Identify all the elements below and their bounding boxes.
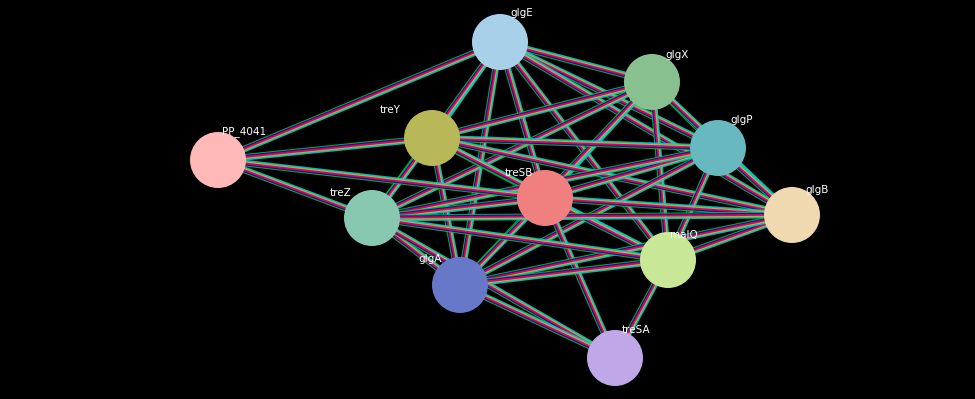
- Circle shape: [624, 54, 680, 110]
- Text: treSA: treSA: [622, 325, 650, 335]
- Text: treSB: treSB: [505, 168, 533, 178]
- Circle shape: [404, 110, 460, 166]
- Text: glgB: glgB: [805, 185, 829, 195]
- Text: glgE: glgE: [510, 8, 532, 18]
- Circle shape: [432, 257, 488, 313]
- Text: glgP: glgP: [730, 115, 753, 125]
- Text: malQ: malQ: [670, 230, 698, 240]
- Circle shape: [690, 120, 746, 176]
- Circle shape: [190, 132, 246, 188]
- Text: glgA: glgA: [418, 254, 442, 264]
- Circle shape: [587, 330, 643, 386]
- Circle shape: [764, 187, 820, 243]
- Circle shape: [517, 170, 573, 226]
- Text: treY: treY: [380, 105, 401, 115]
- Circle shape: [344, 190, 400, 246]
- Text: treZ: treZ: [330, 188, 352, 198]
- Circle shape: [472, 14, 528, 70]
- Circle shape: [640, 232, 696, 288]
- Text: PP_4041: PP_4041: [222, 126, 266, 137]
- Text: glgX: glgX: [665, 50, 688, 60]
